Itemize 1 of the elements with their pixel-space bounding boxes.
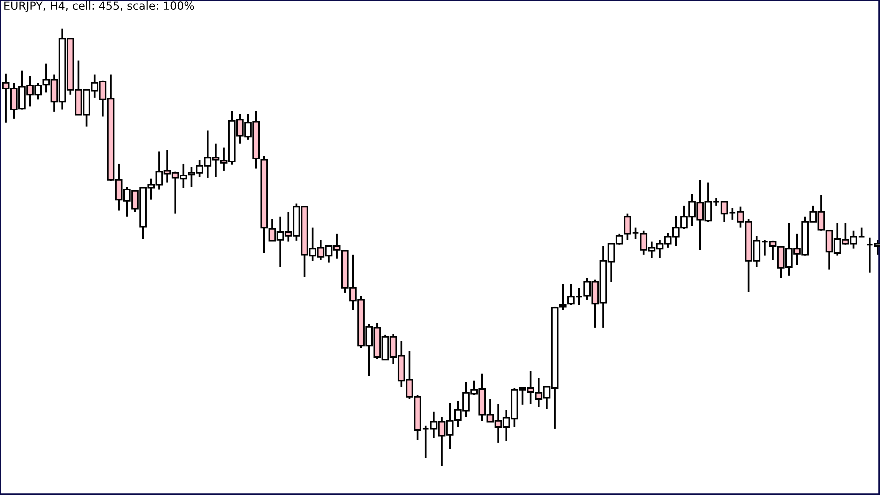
chart-title: EURJPY, H4, cell: 455, scale: 100% — [4, 1, 194, 12]
